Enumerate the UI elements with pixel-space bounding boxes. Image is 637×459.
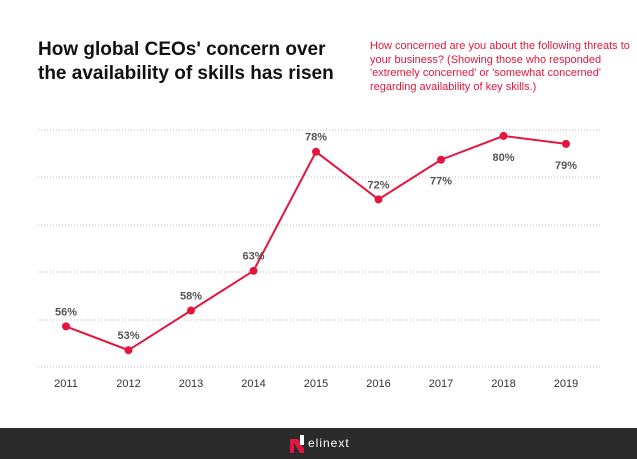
value-label: 77% bbox=[430, 176, 452, 188]
chart: 56% 53% 58% 63% 78% 72% 77% 80% 79% 2011 2012 2013 2… bbox=[38, 129, 600, 390]
x-tick-label: 2018 bbox=[491, 378, 515, 390]
brand: elinext bbox=[308, 436, 350, 450]
chart-subtitle: How concerned are you about the followin… bbox=[370, 40, 630, 93]
point bbox=[312, 147, 320, 156]
point bbox=[124, 346, 133, 355]
logo-icon bbox=[290, 435, 304, 453]
value-label: 58% bbox=[180, 290, 202, 302]
point bbox=[249, 266, 258, 275]
value-label: 80% bbox=[492, 152, 514, 164]
point bbox=[374, 195, 383, 204]
x-tick-label: 2011 bbox=[54, 378, 78, 390]
value-label: 63% bbox=[242, 251, 264, 263]
value-label: 56% bbox=[55, 306, 77, 318]
value-label: 72% bbox=[367, 179, 389, 191]
value-label: 79% bbox=[555, 160, 577, 172]
point bbox=[562, 139, 570, 148]
x-tick-label: 2014 bbox=[241, 378, 265, 390]
value-label: 53% bbox=[117, 330, 139, 342]
line bbox=[65, 134, 567, 352]
point bbox=[62, 322, 70, 331]
value-label: 78% bbox=[305, 132, 327, 144]
footer: elinext bbox=[0, 428, 637, 459]
point bbox=[437, 155, 445, 164]
point bbox=[499, 131, 508, 140]
x-tick-label: 2013 bbox=[179, 378, 203, 390]
point bbox=[187, 306, 195, 315]
chart-title: How global CEOs' concern over the availa… bbox=[38, 39, 334, 84]
x-tick-label: 2012 bbox=[116, 378, 140, 390]
x-tick-label: 2015 bbox=[304, 378, 328, 390]
x-tick-label: 2019 bbox=[554, 378, 578, 390]
x-tick-label: 2017 bbox=[429, 378, 453, 390]
x-tick-label: 2016 bbox=[366, 378, 390, 390]
